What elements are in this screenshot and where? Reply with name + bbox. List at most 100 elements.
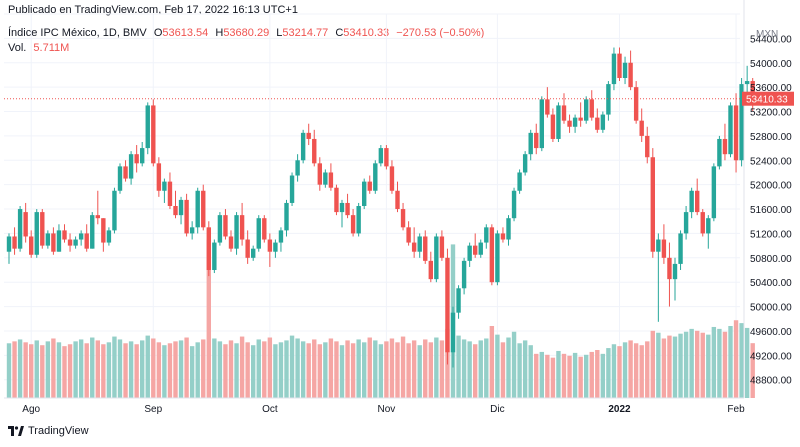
- volume-bar: [511, 331, 517, 398]
- volume-bar: [273, 344, 278, 398]
- candle-body: [367, 181, 372, 191]
- candle-body: [395, 190, 400, 210]
- volume-bar: [201, 339, 206, 398]
- volume-bar: [295, 338, 300, 398]
- volume-bar: [217, 341, 223, 398]
- candle-body: [545, 99, 550, 115]
- candle-body: [245, 239, 250, 258]
- y-tick-label: 52400.00: [750, 156, 792, 167]
- volume-bar: [678, 333, 683, 398]
- volume-bar: [239, 336, 245, 398]
- volume-legend: Vol. 5.711M: [8, 42, 69, 54]
- low-label: L: [276, 27, 283, 39]
- volume-bar: [289, 335, 295, 398]
- volume-bar: [561, 353, 567, 398]
- volume-bar: [633, 343, 639, 398]
- footer: TradingView: [8, 425, 89, 437]
- volume-bar: [744, 327, 750, 398]
- volume-bar: [84, 343, 89, 398]
- volume-bar: [689, 328, 694, 398]
- y-tick-label: 50800.00: [750, 254, 792, 265]
- volume-bar: [711, 326, 717, 398]
- volume-bar: [522, 340, 528, 398]
- volume-bar: [101, 344, 106, 398]
- open-label: O: [153, 27, 163, 39]
- volume-bar: [584, 354, 589, 398]
- volume-bar: [739, 323, 744, 398]
- volume-bar: [23, 342, 28, 398]
- x-tick-label: Feb: [727, 404, 745, 415]
- candle-body: [173, 206, 178, 216]
- candle-body: [117, 166, 123, 191]
- symbol-title: Índice IPC México, 1D, BMV: [8, 27, 147, 39]
- volume-bar: [645, 341, 650, 398]
- volume-bar: [423, 339, 428, 398]
- candle-body: [744, 81, 750, 85]
- candle-body: [73, 239, 78, 246]
- candle-body: [461, 260, 467, 289]
- candle-body: [140, 148, 145, 164]
- volume-bar: [262, 341, 267, 398]
- volume-bar: [134, 344, 139, 398]
- volume-bar: [162, 345, 167, 398]
- candle-body: [306, 132, 311, 139]
- candle-body: [400, 209, 406, 228]
- volume-bar: [572, 352, 578, 398]
- volume-bar: [112, 336, 117, 398]
- volume-bar: [51, 338, 56, 398]
- candle-body: [178, 199, 184, 216]
- volume-bar: [328, 338, 334, 398]
- last-price-badge: [742, 91, 794, 106]
- candle-body: [112, 190, 117, 231]
- candle-body: [683, 212, 689, 234]
- volume-bar: [578, 356, 583, 398]
- candle-body: [95, 215, 100, 219]
- candle-body: [78, 233, 84, 240]
- volume-bar: [140, 340, 145, 398]
- candle-body: [284, 202, 289, 231]
- volume-bar: [556, 350, 561, 398]
- candle-body: [689, 190, 694, 213]
- candle-body: [151, 105, 156, 164]
- volume-bar: [661, 338, 667, 398]
- volume-bar: [223, 344, 228, 398]
- candle-body: [184, 199, 189, 234]
- candle-body: [84, 233, 89, 249]
- candle-body: [134, 154, 139, 164]
- y-tick-label: 51200.00: [750, 229, 792, 240]
- ohlc-legend: Índice IPC México, 1D, BMV O53613.54 H53…: [8, 27, 484, 39]
- volume-bar: [189, 346, 195, 398]
- candle-body: [578, 117, 583, 121]
- candle-body: [56, 230, 62, 252]
- volume-bar: [545, 354, 550, 398]
- volume-bar: [117, 339, 123, 398]
- volume-bar: [400, 336, 406, 398]
- volume-bar: [456, 335, 461, 398]
- candle-body: [67, 239, 73, 246]
- volume-bar: [750, 343, 755, 398]
- y-tick-label: 50400.00: [750, 278, 792, 289]
- volume-bar: [267, 337, 273, 398]
- y-tick-label: 54000.00: [750, 59, 792, 70]
- candle-body: [156, 163, 162, 191]
- volume-bar: [245, 342, 250, 398]
- candle-body: [417, 236, 422, 252]
- x-tick-label: Oct: [262, 404, 278, 415]
- volume-bar: [706, 334, 711, 398]
- volume-bar: [178, 340, 184, 398]
- volume-bar: [78, 339, 84, 398]
- volume-bar: [506, 337, 511, 398]
- volume-bar: [284, 340, 289, 398]
- volume-bar: [595, 350, 600, 398]
- y-tick-label: 54400.00: [750, 34, 792, 45]
- candle-body: [317, 163, 322, 185]
- volume-bar: [695, 330, 700, 398]
- candle-body: [51, 233, 56, 252]
- candle-body: [234, 215, 239, 249]
- volume-bar: [56, 342, 62, 398]
- candle-body: [667, 257, 672, 280]
- candle-body: [162, 181, 167, 191]
- volume-bar: [123, 343, 128, 398]
- volume-bar: [395, 342, 400, 398]
